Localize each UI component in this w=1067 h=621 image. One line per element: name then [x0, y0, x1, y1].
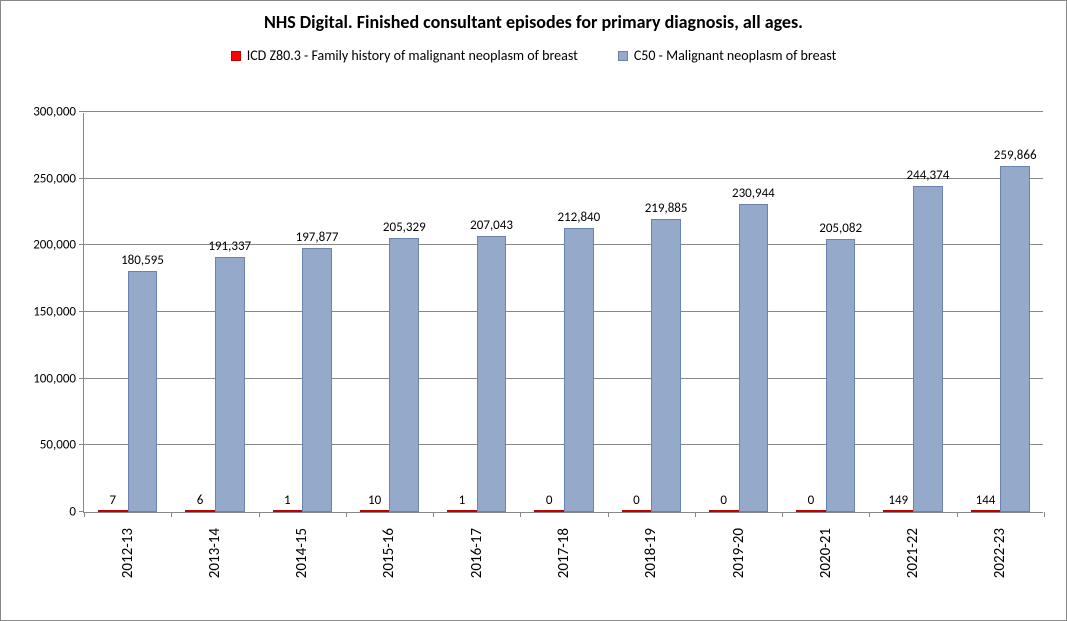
x-tick — [695, 512, 696, 517]
bar-series-1 — [913, 186, 943, 512]
bar-series-0 — [360, 510, 390, 512]
legend: ICD Z80.3 - Family history of malignant … — [1, 33, 1066, 74]
data-label: 0 — [720, 493, 727, 508]
x-axis-label: 2013-14 — [206, 520, 224, 578]
data-label: 191,337 — [208, 239, 251, 254]
y-axis-label: 300,000 — [33, 105, 84, 120]
plot-area: 050,000100,000150,000200,000250,000300,0… — [83, 113, 1043, 513]
data-label: 1 — [459, 493, 466, 508]
data-label: 197,877 — [296, 230, 339, 245]
bar-series-0 — [622, 510, 652, 512]
legend-item-1: C50 - Malignant neoplasm of breast — [618, 47, 836, 64]
legend-label-0: ICD Z80.3 - Family history of malignant … — [247, 47, 578, 64]
x-axis-label: 2016-17 — [468, 520, 486, 578]
x-tick — [608, 512, 609, 517]
data-label: 207,043 — [470, 218, 513, 233]
data-label: 230,944 — [732, 186, 775, 201]
bar-series-1 — [128, 271, 158, 512]
gridline — [84, 178, 1043, 179]
bar-series-1 — [564, 228, 594, 512]
data-label: 0 — [546, 493, 553, 508]
data-label: 205,329 — [383, 220, 426, 235]
bar-series-1 — [651, 219, 681, 512]
bar-series-0 — [273, 510, 303, 512]
plot-area-wrap: 050,000100,000150,000200,000250,000300,0… — [83, 113, 1043, 513]
bar-series-0 — [98, 510, 128, 512]
x-tick — [782, 512, 783, 517]
bar-series-1 — [477, 236, 507, 512]
y-axis-label: 200,000 — [33, 238, 84, 253]
x-axis-label: 2014-15 — [293, 520, 311, 578]
y-axis-label: 150,000 — [33, 305, 84, 320]
x-tick — [433, 512, 434, 517]
bar-series-1 — [302, 248, 332, 512]
x-axis-label: 2021-22 — [904, 520, 922, 578]
x-tick — [869, 512, 870, 517]
bar-series-0 — [971, 510, 1001, 512]
x-tick — [1044, 512, 1045, 517]
data-label: 0 — [633, 493, 640, 508]
y-axis-label: 50,000 — [40, 438, 84, 453]
legend-item-0: ICD Z80.3 - Family history of malignant … — [231, 47, 578, 64]
bar-series-1 — [389, 238, 419, 512]
data-label: 144 — [976, 493, 996, 508]
chart-container: NHS Digital. Finished consultant episode… — [0, 0, 1067, 621]
bar-series-0 — [447, 510, 477, 512]
bar-series-1 — [739, 204, 769, 512]
data-label: 149 — [888, 493, 908, 508]
x-tick — [520, 512, 521, 517]
legend-swatch-1 — [618, 51, 628, 61]
x-tick — [346, 512, 347, 517]
data-label: 7 — [110, 493, 117, 508]
data-label: 219,885 — [645, 201, 688, 216]
data-label: 10 — [368, 493, 381, 508]
data-label: 180,595 — [121, 253, 164, 268]
data-label: 259,866 — [994, 148, 1037, 163]
data-label: 6 — [197, 493, 204, 508]
data-label: 1 — [284, 493, 291, 508]
x-axis-label: 2022-23 — [991, 520, 1009, 578]
x-tick — [957, 512, 958, 517]
data-label: 212,840 — [557, 210, 600, 225]
bar-series-0 — [796, 510, 826, 512]
x-tick — [171, 512, 172, 517]
bar-series-0 — [185, 510, 215, 512]
bar-series-0 — [883, 510, 913, 512]
x-axis-label: 2012-13 — [119, 520, 137, 578]
chart-title: NHS Digital. Finished consultant episode… — [1, 1, 1066, 33]
x-tick — [84, 512, 85, 517]
x-axis-label: 2018-19 — [642, 520, 660, 578]
y-axis-label: 250,000 — [33, 171, 84, 186]
y-axis-label: 0 — [69, 505, 84, 520]
x-axis-label: 2019-20 — [730, 520, 748, 578]
bar-series-1 — [215, 257, 245, 512]
x-axis-label: 2017-18 — [555, 520, 573, 578]
x-axis-label: 2020-21 — [817, 520, 835, 578]
bar-series-0 — [534, 510, 564, 512]
legend-label-1: C50 - Malignant neoplasm of breast — [634, 47, 836, 64]
bar-series-1 — [1000, 166, 1030, 512]
data-label: 244,374 — [907, 168, 950, 183]
legend-swatch-0 — [231, 51, 241, 61]
bar-series-1 — [826, 239, 856, 512]
data-label: 0 — [808, 493, 815, 508]
x-axis-label: 2015-16 — [380, 520, 398, 578]
data-label: 205,082 — [819, 221, 862, 236]
x-tick — [259, 512, 260, 517]
y-axis-label: 100,000 — [33, 371, 84, 386]
bar-series-0 — [709, 510, 739, 512]
gridline — [84, 111, 1043, 112]
